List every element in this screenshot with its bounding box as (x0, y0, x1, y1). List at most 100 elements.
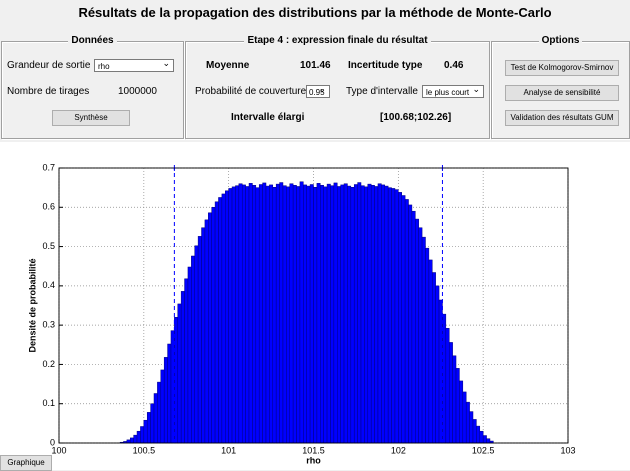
histogram-bar (432, 272, 436, 444)
value: 0.46 (444, 60, 464, 71)
y-tick-label: 0.7 (42, 162, 55, 172)
input[interactable]: 0.95 (306, 83, 330, 98)
histogram-bar (160, 369, 165, 444)
histogram-bar (309, 184, 314, 444)
x-tick-label: 100.5 (133, 445, 156, 455)
y-tick-label: 0 (50, 437, 55, 447)
histogram-bar (442, 313, 447, 444)
y-tick-label: 0.6 (42, 202, 55, 212)
histogram-bar (299, 181, 304, 444)
histogram-bar (323, 186, 328, 444)
histogram-bar (438, 299, 443, 444)
panel-etape: Etape 4 : expression finale du résultat … (185, 35, 490, 139)
panel-title-text: Etape 4 : expression finale du résultat (244, 35, 431, 46)
histogram-bar (289, 183, 294, 444)
x-tick-label: 101.5 (302, 445, 325, 455)
dropdown[interactable]: rho (94, 57, 174, 72)
histogram-bar (241, 184, 246, 444)
histogram-bar (347, 185, 352, 444)
histogram-bar (418, 227, 423, 444)
label: Type d'intervalle (346, 86, 418, 97)
histogram-bar (231, 186, 236, 444)
histogram-bar (201, 227, 206, 444)
histogram-bar (404, 199, 409, 444)
histogram-bar (306, 185, 311, 444)
histogram-bar (130, 437, 134, 444)
y-tick-label: 0.1 (42, 398, 55, 408)
histogram-bar (248, 183, 253, 444)
histogram-bar (143, 419, 148, 444)
histogram-bar (472, 419, 477, 444)
panel-donnees: Données Grandeur de sortie rho Nombre de… (1, 35, 184, 139)
histogram-bar (221, 193, 226, 444)
histogram-bar (292, 185, 297, 444)
histogram-bar (146, 412, 151, 444)
panel-title-text: Options (538, 35, 583, 46)
y-tick-label: 0.2 (42, 359, 55, 369)
histogram-bar (167, 343, 172, 444)
histogram-bar (204, 219, 209, 444)
panel-title: Données (2, 35, 183, 46)
histogram-bar (415, 218, 419, 444)
histogram-bar (180, 291, 185, 444)
x-tick-label: 102 (391, 445, 406, 455)
histogram-bar (428, 259, 433, 444)
label: Nombre de tirages (7, 86, 90, 97)
histogram-bar (218, 197, 223, 444)
histogram-bar (228, 188, 233, 444)
button[interactable]: Validation des résultats GUM (505, 110, 619, 126)
histogram-bar (163, 357, 168, 444)
histogram-bar (360, 185, 365, 444)
histogram-bar (320, 185, 324, 444)
y-tick-label: 0.5 (42, 241, 55, 251)
histogram-bar (357, 182, 362, 444)
histogram-bar (337, 186, 341, 444)
label: Intervalle élargi (231, 112, 305, 123)
histogram-bar (140, 426, 145, 444)
histogram-bar (381, 184, 386, 444)
histogram-bar (377, 183, 382, 444)
histogram-bar (421, 236, 426, 444)
button[interactable]: Analyse de sensibilité (505, 85, 619, 101)
histogram-bar (153, 393, 158, 444)
label: Incertitude type (348, 60, 423, 71)
histogram-bar (364, 186, 369, 444)
histogram-bar (174, 317, 179, 444)
y-tick-label: 0.3 (42, 320, 55, 330)
histogram-bar (208, 212, 212, 444)
histogram-bar (330, 185, 335, 444)
histogram-bar (269, 184, 274, 444)
dropdown[interactable]: le plus court (422, 83, 484, 98)
histogram-bar (258, 184, 263, 444)
histogram-bar (353, 184, 358, 444)
histogram-bar (401, 195, 406, 444)
histogram-bar (340, 184, 345, 444)
button[interactable]: Graphique (0, 455, 52, 471)
histogram-bar (211, 207, 216, 444)
y-tick-label: 0.4 (42, 280, 55, 290)
histogram-bar (482, 435, 487, 444)
button[interactable]: Test de Kolmogorov-Smirnov (505, 60, 619, 76)
histogram-bar (326, 183, 331, 444)
x-tick-label: 103 (560, 445, 575, 455)
histogram-bar (425, 247, 430, 444)
histogram-bar (265, 185, 270, 444)
histogram-bar (191, 255, 195, 444)
histogram-bar (245, 186, 250, 444)
histogram-bar (184, 278, 189, 444)
histogram-bar (133, 434, 138, 444)
button[interactable]: Synthèse (52, 110, 130, 126)
histogram-bar (197, 236, 202, 444)
histogram-bar (465, 401, 470, 444)
histogram-bar (272, 187, 277, 444)
histogram-bar (455, 368, 460, 444)
histogram-bar (391, 188, 396, 444)
x-axis-label: rho (306, 455, 321, 465)
histogram-bar (275, 183, 280, 444)
page-title: Résultats de la propagation des distribu… (78, 5, 552, 20)
histogram-bar (303, 184, 307, 444)
value: [100.68;102.26] (380, 112, 452, 123)
histogram-bar (445, 328, 450, 444)
histogram-bar (476, 425, 481, 444)
